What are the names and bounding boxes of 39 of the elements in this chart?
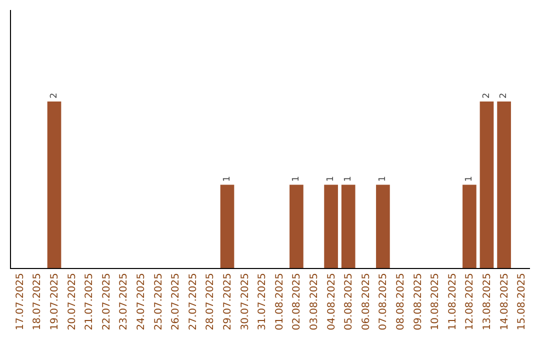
x-tick-label: 13.08.2025 [482, 273, 493, 330]
x-tick-label: 19.07.2025 [50, 273, 60, 330]
x-tick-label: 03.08.2025 [309, 273, 320, 330]
data-label: 2 [499, 92, 510, 99]
data-label: 2 [49, 92, 60, 99]
x-tick-label: 10.08.2025 [430, 273, 442, 330]
x-tick-label: 26.07.2025 [170, 273, 182, 330]
x-tick-label: 15.08.2025 [516, 273, 528, 330]
x-tick-label: 18.07.2025 [32, 273, 44, 330]
x-tick-label: 30.07.2025 [240, 273, 251, 330]
x-tick-label: 29.07.2025 [222, 273, 234, 330]
data-label: 1 [291, 176, 302, 182]
x-tick-label: 04.08.2025 [326, 273, 338, 330]
x-tick-label: 28.07.2025 [205, 273, 216, 330]
x-tick-label: 14.08.2025 [499, 273, 510, 330]
data-label: 2 [482, 92, 492, 99]
x-tick-label: 24.07.2025 [136, 273, 147, 330]
x-tick-label: 09.08.2025 [412, 273, 424, 330]
x-tick-label: 05.08.2025 [344, 273, 355, 330]
data-label: 1 [222, 176, 232, 182]
data-label: 1 [326, 176, 336, 182]
data-label: 1 [464, 176, 474, 182]
x-tick-label: 23.07.2025 [118, 273, 130, 330]
x-tick-label: 01.08.2025 [274, 273, 286, 330]
x-tick-label: 31.07.2025 [257, 273, 268, 330]
x-tick-label: 21.07.2025 [84, 273, 96, 330]
x-tick-label: 06.08.2025 [360, 273, 372, 330]
x-tick-label: 20.07.2025 [66, 273, 78, 330]
x-tick-label: 17.07.2025 [14, 273, 26, 330]
x-tick-label: 08.08.2025 [396, 273, 406, 330]
x-tick-label: 27.07.2025 [188, 273, 199, 330]
x-tick-label: 11.08.2025 [447, 273, 458, 330]
x-tick-label: 25.07.2025 [153, 273, 164, 330]
x-tick-label: 02.08.2025 [292, 273, 303, 330]
data-label: 1 [378, 176, 388, 182]
x-tick-label: 12.08.2025 [464, 273, 476, 330]
x-tick-label: 22.07.2025 [101, 273, 112, 330]
x-tick-label: 07.08.2025 [378, 273, 390, 330]
data-label: 1 [343, 176, 354, 182]
